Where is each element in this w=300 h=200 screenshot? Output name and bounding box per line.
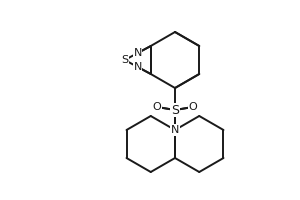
Text: N: N [134, 62, 142, 72]
Text: S: S [171, 104, 179, 116]
Text: O: O [189, 102, 197, 112]
Text: O: O [153, 102, 161, 112]
Text: S: S [121, 55, 128, 65]
Text: N: N [171, 125, 179, 135]
Text: S: S [171, 104, 179, 116]
Text: N: N [134, 48, 142, 58]
